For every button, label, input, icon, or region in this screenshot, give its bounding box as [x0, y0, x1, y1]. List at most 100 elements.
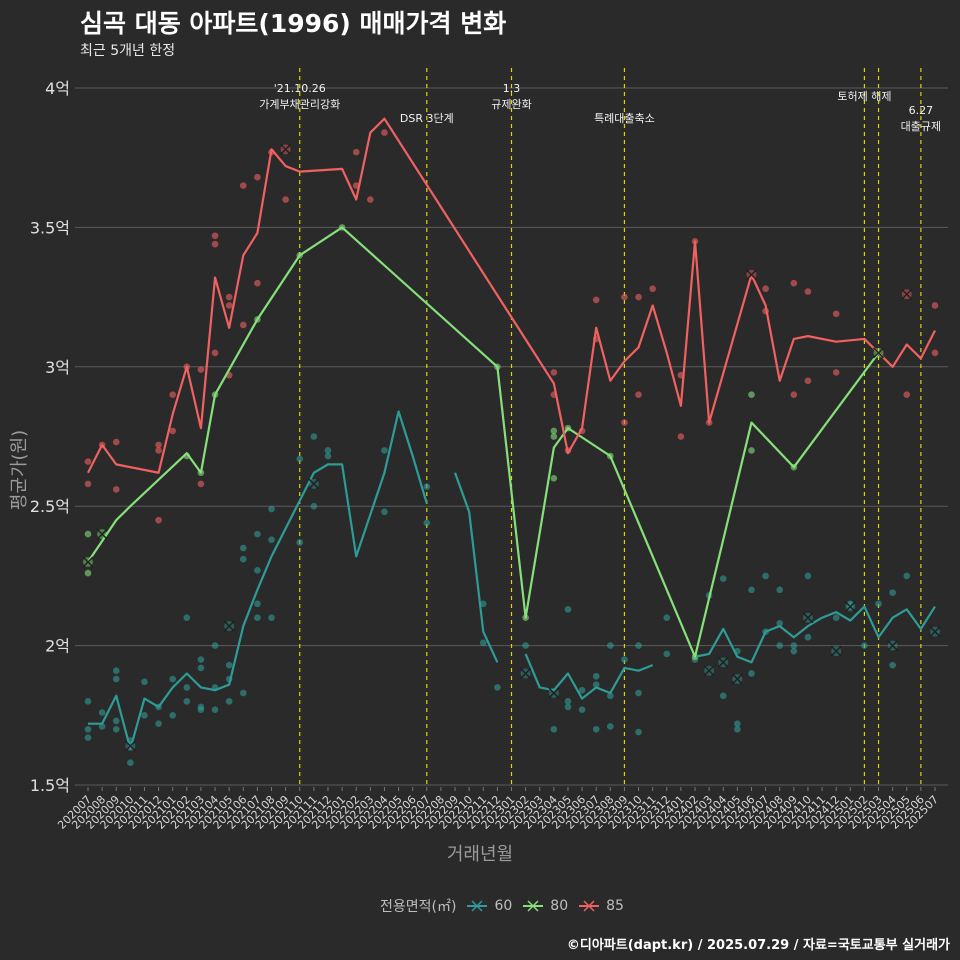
series-line-60: [524, 653, 654, 700]
data-point-60: [197, 656, 205, 663]
data-point-85: [155, 447, 162, 454]
data-point-85: [112, 438, 120, 446]
data-point-60: [578, 706, 586, 714]
data-point-85: [931, 349, 939, 357]
data-point-60: [84, 734, 92, 741]
data-point-60: [239, 555, 247, 563]
data-point-60: [804, 633, 812, 641]
data-point-60: [296, 455, 304, 463]
data-point-60: [112, 675, 120, 683]
data-point-85: [804, 288, 812, 295]
data-point-85: [832, 310, 840, 318]
data-point-60: [635, 689, 642, 697]
event-label: 특례대출축소: [594, 112, 655, 125]
data-point-60: [663, 650, 671, 658]
data-point-60: [776, 619, 784, 627]
data-point-60: [748, 670, 755, 677]
data-point-85: [832, 369, 840, 376]
data-point-60: [254, 600, 261, 608]
event-label: 토허제 해제: [837, 89, 891, 103]
data-point-60: [734, 720, 741, 727]
cross-marker-60: [802, 612, 814, 624]
legend-title: 전용면적(㎡): [380, 899, 457, 915]
data-point-60: [296, 539, 304, 546]
data-point-80: [550, 475, 558, 482]
legend-label-80: 80: [550, 898, 569, 914]
data-point-60: [607, 692, 614, 700]
chart-title: 심곡 대동 아파트(1996) 매매가격 변화: [80, 9, 507, 38]
data-point-85: [677, 433, 685, 440]
cross-marker-x: [929, 626, 941, 638]
event-label: 1.3: [503, 82, 521, 95]
data-point-85: [790, 391, 798, 398]
event-label: '21.10.26: [274, 82, 326, 95]
chart-subtitle: 최근 5개년 한정: [80, 43, 176, 59]
data-point-60: [889, 661, 896, 669]
cross-marker-x: [548, 687, 560, 699]
data-point-60: [550, 725, 558, 733]
series-line-60: [694, 605, 936, 664]
data-point-85: [197, 480, 205, 488]
data-point-60: [98, 723, 106, 730]
data-point-85: [903, 391, 911, 398]
data-point-85: [762, 285, 769, 293]
cross-marker-85: [280, 143, 292, 155]
data-point-85: [931, 302, 939, 309]
data-point-85: [790, 279, 798, 287]
data-point-60: [423, 519, 431, 527]
cross-marker-x: [887, 640, 899, 652]
data-point-60: [423, 483, 431, 490]
data-point-60: [621, 656, 628, 663]
data-point-85: [155, 441, 162, 449]
data-point-60: [183, 698, 191, 705]
event-label: 6.27: [909, 104, 934, 117]
data-point-80: [748, 391, 755, 398]
data-point-85: [225, 302, 233, 309]
data-point-60: [211, 642, 219, 649]
data-point-85: [550, 369, 558, 376]
series-line-85: [87, 117, 936, 474]
data-point-85: [592, 296, 600, 304]
legend-key-60: [467, 900, 488, 912]
data-point-60: [734, 725, 741, 733]
data-point-60: [762, 572, 769, 580]
cross-marker-80: [873, 347, 885, 359]
data-point-85: [239, 182, 247, 189]
data-point-60: [112, 725, 120, 733]
data-point-85: [621, 293, 628, 301]
data-point-60: [268, 536, 275, 543]
data-point-60: [183, 684, 191, 691]
data-point-85: [169, 427, 176, 435]
data-point-85: [254, 279, 261, 287]
data-point-60: [564, 698, 572, 705]
data-point-60: [324, 452, 332, 460]
data-point-60: [719, 692, 727, 700]
cross-marker-60: [124, 740, 136, 752]
data-point-60: [719, 575, 727, 582]
event-label: 가계부채관리강화: [259, 98, 340, 111]
data-point-60: [169, 712, 176, 719]
cross-marker-80: [82, 556, 94, 568]
data-point-60: [254, 530, 261, 538]
x-axis-label: 거래년월: [446, 844, 514, 865]
data-point-60: [494, 684, 501, 691]
data-point-60: [225, 698, 233, 705]
data-point-60: [197, 703, 205, 711]
series-line-60: [88, 410, 428, 750]
legend-label-85: 85: [606, 898, 624, 914]
cross-marker-60: [703, 665, 715, 677]
cross-marker-x: [731, 673, 743, 685]
data-point-60: [254, 614, 261, 622]
data-point-60: [155, 720, 162, 727]
cross-marker-x: [802, 612, 814, 624]
data-point-60: [84, 698, 92, 705]
data-point-85: [169, 391, 176, 398]
data-point-60: [564, 606, 572, 613]
legend-item-80: 80: [522, 898, 568, 914]
data-point-60: [112, 667, 120, 674]
y-tick-label: 2억: [45, 637, 70, 656]
legend-item-60: 60: [466, 898, 512, 914]
data-point-60: [861, 642, 868, 649]
legend: 전용면적(㎡) 60 80 85: [380, 896, 624, 916]
